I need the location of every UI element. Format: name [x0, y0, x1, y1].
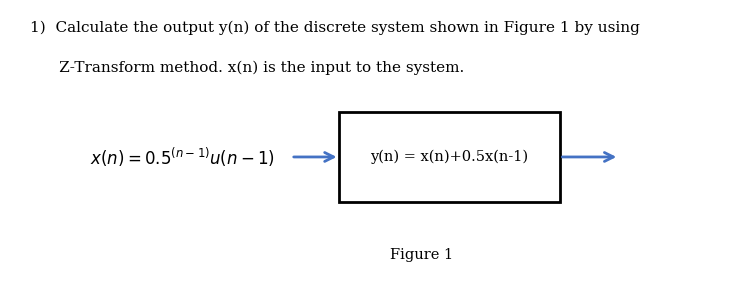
Text: $x(n) = 0.5^{(n-1)}u(n-1)$: $x(n) = 0.5^{(n-1)}u(n-1)$	[90, 145, 275, 168]
Text: Figure 1: Figure 1	[390, 248, 453, 262]
Text: Z-Transform method. x(n) is the input to the system.: Z-Transform method. x(n) is the input to…	[30, 60, 464, 75]
Text: 1)  Calculate the output y(n) of the discrete system shown in Figure 1 by using: 1) Calculate the output y(n) of the disc…	[30, 20, 640, 35]
Bar	[339, 112, 560, 202]
Text: y(n) = x(n)+0.5x(n-1): y(n) = x(n)+0.5x(n-1)	[370, 150, 528, 164]
